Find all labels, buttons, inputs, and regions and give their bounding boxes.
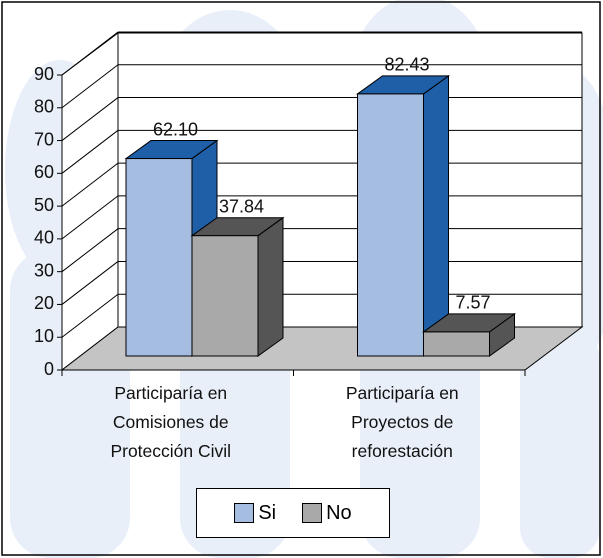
bar [192,236,258,356]
bar [424,332,490,356]
page: 0102030405060708090 62.1037.8482.437.57 … [0,0,603,558]
value-label: 7.57 [455,293,490,313]
y-tick-label: 50 [34,195,54,215]
bar [126,159,192,356]
legend-item: No [302,502,352,525]
legend-label: No [326,502,352,525]
y-tick-label: 70 [34,129,54,149]
bar-side [258,218,283,356]
y-tick-label: 10 [34,326,54,346]
legend-swatch [234,503,254,523]
bar-side [424,76,449,356]
bar [358,94,424,356]
legend-item: Si [234,502,276,525]
side-wall [62,33,118,370]
value-label: 62.10 [153,119,198,139]
y-tick-label: 90 [34,64,54,84]
y-tick-label: 30 [34,260,54,280]
value-label: 82.43 [384,55,429,75]
value-label: 37.84 [219,196,264,216]
y-tick-label: 40 [34,228,54,248]
y-tick-label: 0 [44,359,54,379]
y-tick-label: 20 [34,293,54,313]
y-tick-label: 60 [34,162,54,182]
y-tick-label: 80 [34,97,54,117]
x-tick-label: Participaría en Comisiones de Protección… [91,379,251,466]
legend: Si No [196,488,390,538]
x-tick-label: Participaría en Proyectos de reforestaci… [317,379,487,466]
legend-swatch [302,503,322,523]
chart: 0 10 20 30 40 50 60 70 80 90 62.10 37.84 82.43 7.57 [0,0,603,558]
legend-label: Si [258,502,276,525]
